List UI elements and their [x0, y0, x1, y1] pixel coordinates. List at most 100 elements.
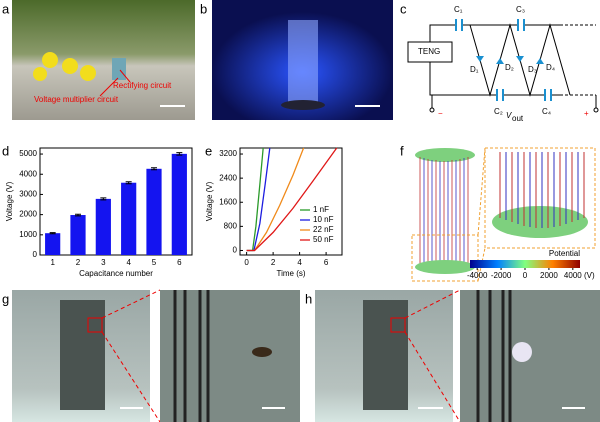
y-tick-label: 0: [33, 250, 38, 259]
terminal: [429, 107, 435, 113]
colorbar-tick-label: -4000: [467, 271, 488, 280]
plot-frame: [239, 147, 343, 256]
cup: [80, 65, 96, 81]
device-base: [281, 100, 325, 110]
diode-label: D₄: [546, 63, 555, 72]
legend-label: 10 nF: [313, 215, 334, 224]
x-tick-label: 4: [297, 258, 302, 267]
cap-label: C₂: [494, 107, 503, 116]
colorbar-tick-label: 0: [523, 271, 528, 280]
panel-label: a: [2, 1, 10, 16]
legend-label: 50 nF: [313, 235, 334, 244]
wire: [560, 24, 596, 96]
circuit-board: [112, 58, 126, 80]
photo-g-zoom: [160, 290, 300, 422]
gap: [252, 347, 272, 357]
line: [246, 147, 338, 252]
legend-label: 22 nF: [313, 225, 334, 234]
x-tick-label: 6: [177, 258, 182, 267]
panel-label: c: [400, 1, 407, 16]
legend-label: 1 nF: [313, 205, 329, 214]
minus: −: [438, 109, 443, 118]
y-tick-label: 2000: [19, 210, 37, 219]
y-tick-label: 3000: [19, 190, 37, 199]
error-bar: [151, 167, 157, 171]
plot-frame: [39, 147, 193, 256]
colorbar: [470, 260, 580, 268]
zoom-line: [404, 289, 461, 422]
wire: [429, 24, 560, 96]
y-tick-label: 1000: [19, 230, 37, 239]
colorbar-label: Potential: [549, 249, 580, 258]
bar: [45, 233, 61, 255]
cap-label: C₃: [516, 5, 525, 14]
wire: [173, 290, 210, 422]
wire: [431, 95, 597, 108]
terminal: [593, 107, 599, 113]
teng-label: TENG: [418, 47, 440, 56]
panel-label: g: [2, 291, 9, 306]
y-tick-label: 800: [224, 221, 238, 230]
error-bar: [176, 152, 183, 156]
bar: [70, 215, 86, 255]
diode-label: D₃: [528, 65, 537, 74]
y-tick-label: 0: [233, 246, 238, 255]
x-tick-label: 6: [324, 258, 329, 267]
pointer: [99, 77, 119, 97]
zoom-box: [87, 317, 103, 333]
device: [363, 300, 408, 410]
error-bar: [75, 213, 81, 217]
y-tick-label: 4000: [19, 169, 37, 178]
cap-label: C₁: [454, 5, 463, 14]
y-axis-label: Voltage (V): [205, 181, 214, 221]
x-tick-label: 3: [101, 258, 106, 267]
x-tick-label: 4: [126, 258, 131, 267]
photo-label: Rectifying circuit: [113, 81, 172, 90]
error-bar: [125, 181, 132, 185]
device: [60, 300, 105, 410]
y-tick-label: 5000: [19, 149, 37, 158]
vout: V: [506, 111, 512, 120]
panel-label: h: [305, 291, 312, 306]
discharge: [512, 342, 532, 362]
x-tick-label: 5: [152, 258, 157, 267]
x-tick-label: 2: [76, 258, 81, 267]
diode-label: D₂: [505, 63, 514, 72]
panel-label: f: [400, 143, 404, 158]
wire: [476, 290, 512, 422]
y-tick-label: 2400: [219, 173, 237, 182]
teng-box: [407, 41, 453, 63]
photo-label: Voltage multiplier circuit: [34, 95, 119, 104]
cup: [62, 58, 78, 74]
vout-sub: out: [512, 114, 524, 123]
x-axis-label: Capacitance number: [79, 269, 153, 278]
error-bar: [49, 232, 56, 235]
plus: +: [584, 109, 589, 118]
y-tick-label: 3200: [219, 149, 237, 158]
panel-label: e: [205, 143, 212, 158]
panel-label: d: [2, 143, 9, 158]
line: [246, 147, 264, 252]
x-tick-label: 2: [271, 258, 276, 267]
diodes: [476, 56, 544, 64]
cup: [42, 52, 58, 68]
panel-label: b: [200, 1, 207, 16]
error-bar: [100, 197, 107, 201]
y-axis-label: Voltage (V): [5, 181, 14, 221]
pointer: [119, 69, 131, 83]
cap-label: C₄: [542, 107, 551, 116]
zoom-line: [101, 289, 161, 422]
cup: [33, 67, 47, 81]
colorbar-tick-label: -2000: [491, 271, 512, 280]
diode-label: D₁: [470, 65, 479, 74]
bar: [121, 182, 137, 255]
bar: [146, 168, 162, 255]
y-tick-label: 1600: [219, 197, 237, 206]
x-tick-label: 1: [50, 258, 55, 267]
device: [288, 20, 318, 105]
bar: [95, 198, 111, 255]
x-tick-label: 0: [244, 258, 249, 267]
render-f: [411, 147, 596, 282]
colorbar-unit: (V): [584, 271, 595, 280]
